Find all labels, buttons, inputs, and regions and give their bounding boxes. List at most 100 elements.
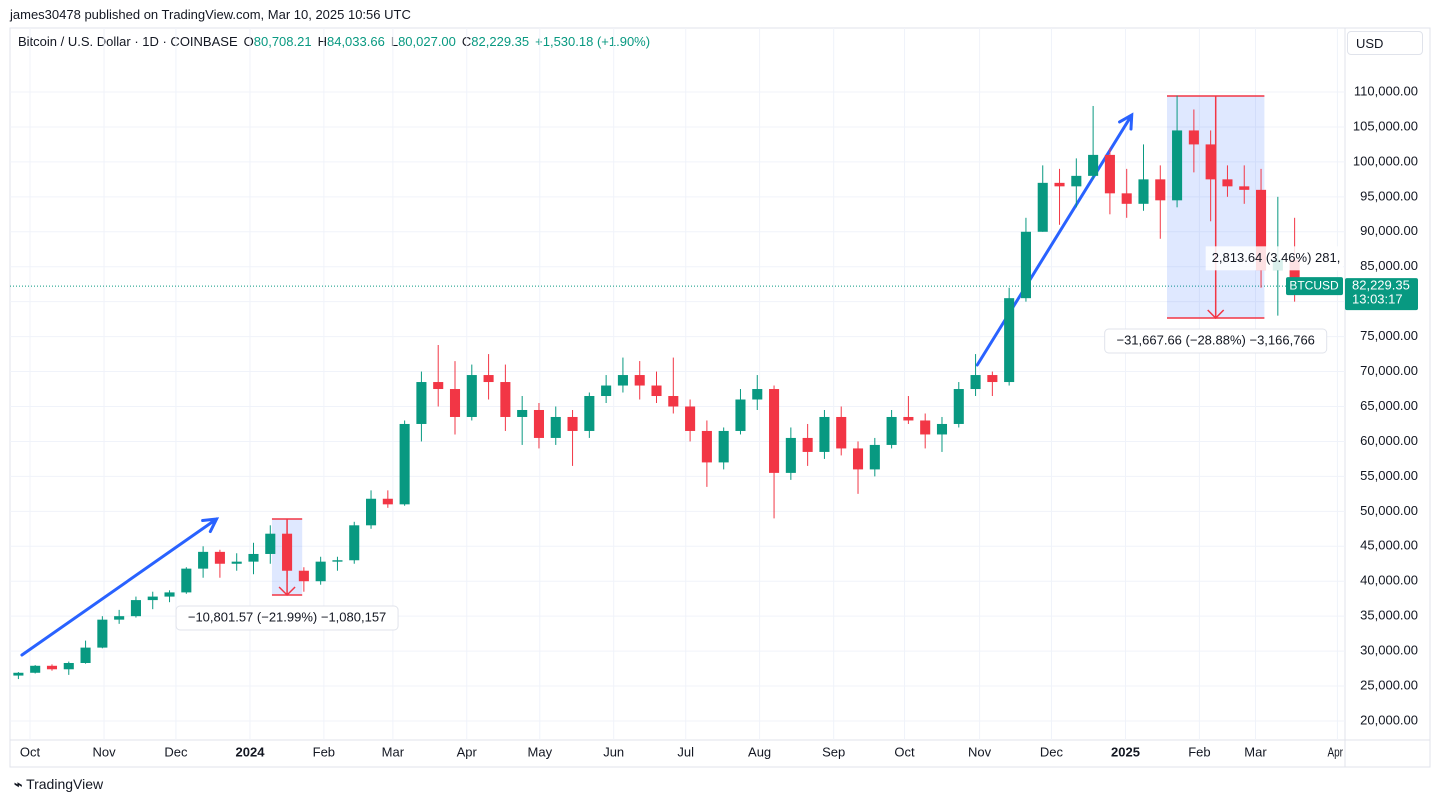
candle-body: [315, 561, 326, 582]
x-tick-label: Dec: [164, 744, 188, 759]
symbol-tag: [1286, 277, 1343, 296]
candle-body: [1222, 179, 1233, 187]
ohlc-value: 82,229.35: [471, 34, 530, 49]
candle-body: [668, 396, 679, 407]
legend: Bitcoin / U.S. Dollar · 1D · COINBASE O80…: [18, 34, 656, 49]
candle-body: [533, 409, 544, 438]
axes: 20,000.00 25,000.00 30,000.00 35,000.00 40,0…: [20, 83, 1418, 759]
y-tick-label: 110,000.00: [1354, 83, 1418, 98]
candle-body: [1256, 189, 1267, 271]
candle-body: [936, 423, 948, 435]
candle-body: [114, 616, 125, 620]
measure-label: −31,667.66 (−28.88%) −3,166,766: [1116, 332, 1314, 347]
frame: [9, 27, 1431, 768]
y-tick-label: 75,000.00: [1360, 328, 1418, 343]
candle-body: [785, 437, 796, 473]
candle-body: [46, 665, 58, 670]
price-tag: [1345, 278, 1418, 311]
candle-body: [651, 385, 662, 397]
candle-body: [1239, 186, 1250, 190]
candle-body: [685, 406, 696, 431]
candle-body: [567, 416, 578, 431]
candle-body: [1155, 179, 1166, 201]
candle-body: [366, 498, 377, 526]
measure-label: −10,801.57 (−21.99%) −1,080,157: [188, 609, 386, 624]
ohlc-value: 80,027.00: [398, 34, 456, 49]
candle-body: [298, 570, 309, 582]
x-tick-label: Nov: [968, 744, 992, 759]
candle-body: [836, 416, 847, 449]
x-tick-label: Feb: [1188, 744, 1210, 759]
candle-body: [701, 430, 712, 463]
candle-body: [265, 533, 276, 554]
candle-body: [601, 385, 612, 397]
candle-body: [1289, 259, 1300, 287]
candle-body: [399, 423, 410, 505]
candle-body: [97, 619, 108, 648]
candle-body: [466, 375, 477, 417]
ohlc-label: H: [317, 34, 327, 49]
candle-body: [634, 375, 645, 386]
price-tag-countdown: 13:03:17: [1352, 292, 1403, 307]
trend-arrow: [20, 517, 220, 657]
candle-body: [231, 561, 242, 564]
candle-body: [164, 592, 175, 597]
candle-body: [617, 375, 628, 386]
candle-body: [953, 389, 964, 424]
x-tick-label: Jun: [603, 744, 624, 759]
x-tick-label: Apr: [1327, 744, 1343, 759]
candle-body: [332, 560, 343, 562]
currency-button[interactable]: USD: [1347, 31, 1423, 55]
y-tick-label: 60,000.00: [1360, 433, 1418, 448]
partial-label: 2,813.64 (3.46%) 281,: [1212, 250, 1341, 265]
y-tick-label: 100,000.00: [1353, 153, 1418, 168]
candle-body: [449, 389, 461, 417]
brand-text: TradingView: [26, 776, 104, 792]
candle-body: [147, 596, 158, 601]
candle-body: [282, 533, 293, 571]
candle-body: [30, 665, 41, 673]
y-tick-label: 55,000.00: [1360, 468, 1418, 483]
candle-body: [382, 498, 393, 505]
candle-body: [517, 409, 528, 417]
candle-body: [483, 375, 494, 383]
candle-body: [416, 382, 427, 424]
measure-label-box: [175, 605, 399, 631]
candle-body: [1071, 175, 1082, 187]
candle-body: [198, 551, 209, 569]
y-tick-label: 50,000.00: [1360, 503, 1418, 518]
candle-body: [584, 396, 595, 431]
x-tick-label: Oct: [20, 744, 41, 759]
candle-body: [500, 382, 511, 417]
price-tag-value: 82,229.35: [1352, 278, 1410, 293]
grid: [10, 28, 1345, 740]
y-tick-label: 25,000.00: [1360, 677, 1418, 692]
ohlc-label: O: [243, 34, 254, 49]
candle-body: [903, 416, 914, 421]
candle-body: [886, 416, 897, 445]
x-tick-label: Sep: [822, 744, 845, 759]
x-tick-label: Mar: [382, 744, 405, 759]
y-tick-label: 20,000.00: [1360, 712, 1418, 727]
x-tick-label: May: [528, 744, 553, 759]
candle-body: [13, 672, 24, 676]
candle-body: [1172, 130, 1183, 201]
x-tick-label: Jul: [677, 744, 694, 759]
published-line: james30478 published on TradingView.com,…: [10, 7, 411, 22]
ohlc-value: 80,708.21: [253, 34, 312, 49]
candle-body: [80, 647, 91, 663]
plot: [10, 95, 1345, 680]
candle-body: [735, 399, 746, 431]
candle-body: [181, 568, 192, 593]
y-tick-label: 35,000.00: [1360, 608, 1418, 623]
candle-body: [1037, 182, 1048, 232]
candle-body: [433, 382, 444, 390]
y-tick-label: 95,000.00: [1360, 188, 1418, 203]
candle-body: [920, 420, 931, 435]
partial-label-box: [1205, 246, 1343, 271]
x-tick-label: 2024: [236, 744, 266, 759]
candle-body: [214, 551, 225, 564]
candle-body: [802, 437, 813, 452]
candle-body: [1088, 154, 1099, 176]
measure-label-box: [1104, 328, 1328, 354]
